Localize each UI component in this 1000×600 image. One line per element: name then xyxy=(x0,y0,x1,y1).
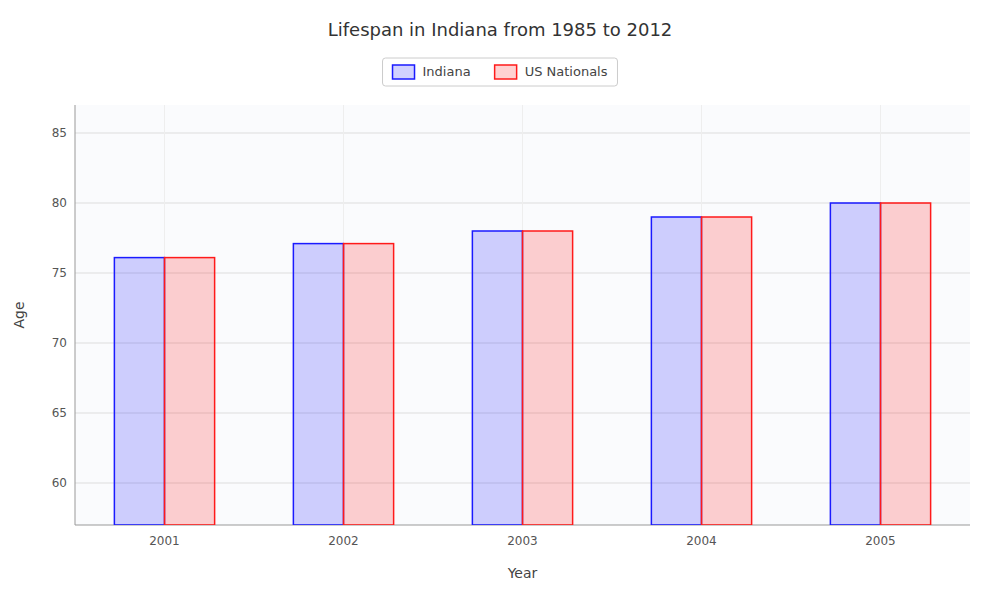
bar xyxy=(523,231,573,525)
axes: 60 65 70 75 80 85 2001 2002 2003 2004 2005 xyxy=(52,105,970,548)
y-tick-label: 85 xyxy=(52,126,67,140)
y-tick-label: 60 xyxy=(52,476,67,490)
bar xyxy=(165,258,215,525)
legend: Indiana US Nationals xyxy=(383,58,618,86)
title: Lifespan in Indiana from 1985 to 2012 xyxy=(328,19,673,40)
x-tick-label: 2002 xyxy=(328,534,359,548)
legend-swatch xyxy=(495,65,517,79)
x-tick-label: 2004 xyxy=(686,534,717,548)
bar xyxy=(881,203,931,525)
x-tick-label: 2005 xyxy=(865,534,896,548)
legend-item: Indiana xyxy=(393,64,471,80)
bar xyxy=(114,258,164,525)
y-axis-line xyxy=(75,105,76,525)
x-tick-label: 2001 xyxy=(149,534,180,548)
chart-container: 60 65 70 75 80 85 2001 2002 2003 2004 2005 Lifespan… xyxy=(0,0,1000,600)
y-tick-label: 70 xyxy=(52,336,67,350)
x-axis-label: Year xyxy=(507,565,538,581)
y-axis-label: Age xyxy=(11,301,27,328)
bar xyxy=(472,231,522,525)
legend-label: Indiana xyxy=(423,64,471,79)
x-tick-label: 2003 xyxy=(507,534,538,548)
legend-swatch xyxy=(393,65,415,79)
legend-item: US Nationals xyxy=(495,64,608,80)
bar xyxy=(702,217,752,525)
bar xyxy=(293,244,343,525)
plot-background xyxy=(75,105,970,525)
legend-box xyxy=(383,58,618,86)
bar xyxy=(830,203,880,525)
bar xyxy=(651,217,701,525)
grid xyxy=(75,105,970,525)
bars xyxy=(114,203,930,525)
y-tick-label: 75 xyxy=(52,266,67,280)
chart: 60 65 70 75 80 85 2001 2002 2003 2004 2005 Lifespan… xyxy=(0,0,1000,600)
bar xyxy=(344,244,394,525)
y-tick-label: 80 xyxy=(52,196,67,210)
legend-label: US Nationals xyxy=(525,64,608,79)
y-tick-label: 65 xyxy=(52,406,67,420)
